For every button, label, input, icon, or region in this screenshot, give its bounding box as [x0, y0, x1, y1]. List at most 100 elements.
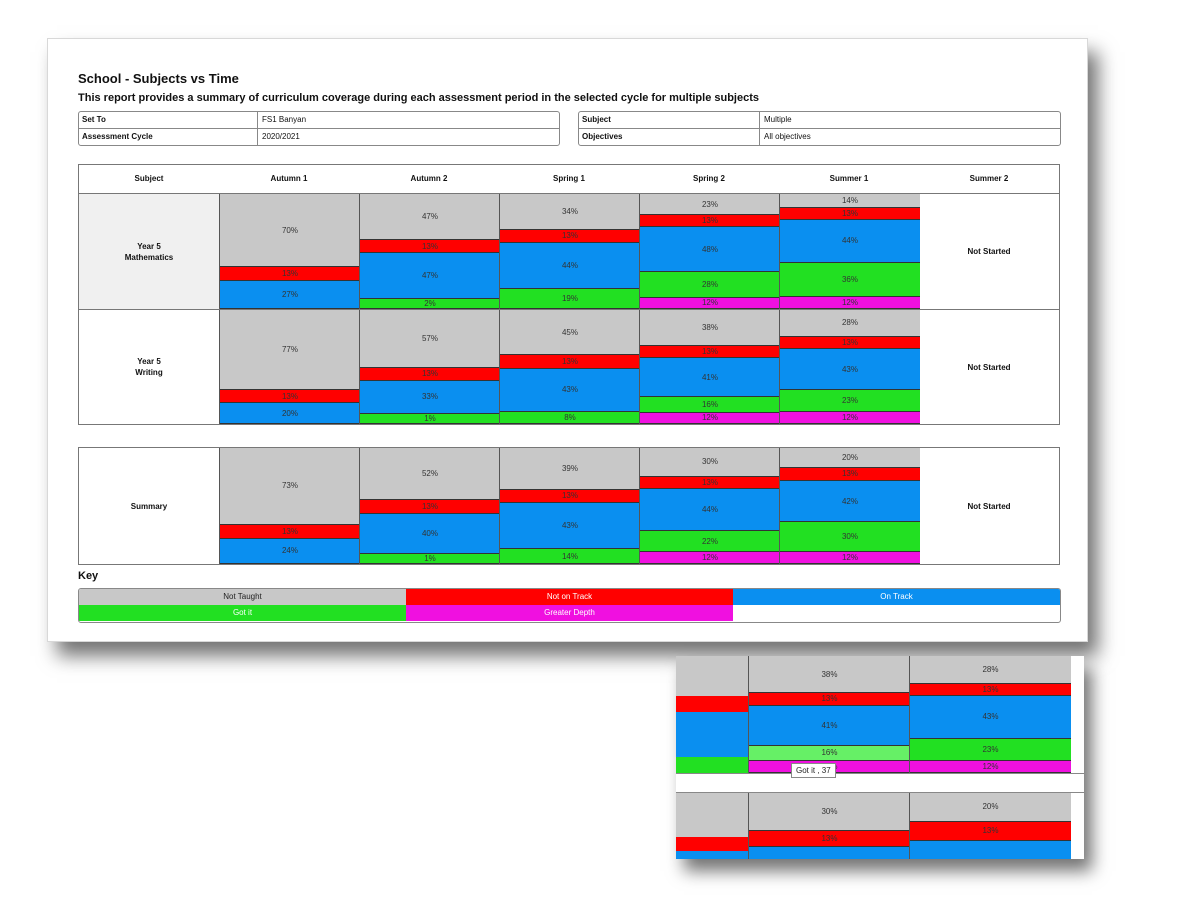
inset-bottom-1-on-track-segment[interactable]: 43% — [910, 840, 1071, 859]
writing-summer-1-not-taught-segment[interactable]: 28% — [780, 310, 920, 337]
subject-value: Multiple — [764, 115, 792, 124]
summary-spring-2-got-it-value: 22% — [701, 536, 718, 546]
inset-top-1-not-on-track-segment[interactable]: 13% — [910, 683, 1071, 697]
summary-spring-2-greater-depth-segment[interactable]: 12% — [640, 552, 780, 564]
inset-top-1-not-taught-value: 28% — [982, 664, 999, 674]
mathematics-autumn-1-not-on-track-segment[interactable]: 13% — [220, 267, 360, 281]
filter-box-right: Subject Multiple Objectives All objectiv… — [578, 111, 1061, 146]
inset-bottom-0-not-taught-segment[interactable]: 30% — [749, 793, 910, 831]
inset-top-1-greater-depth-value: 12% — [982, 762, 999, 772]
mathematics-autumn-2-got-it-segment[interactable]: 2% — [360, 299, 500, 309]
writing-spring-1-not-taught-segment[interactable]: 45% — [500, 310, 640, 356]
inset-top-0-column: 38%13%41%16%12% — [748, 656, 910, 773]
writing-autumn-2-on-track-value: 33% — [421, 392, 438, 402]
summary-autumn-2-got-it-segment[interactable]: 1% — [360, 553, 500, 564]
mathematics-summer-1-not-on-track-segment[interactable]: 13% — [780, 207, 920, 221]
summary-spring-1-on-track-segment[interactable]: 43% — [500, 503, 640, 550]
mathematics-summer-1-not-taught-segment[interactable]: 14% — [780, 194, 920, 208]
writing-autumn-2-not-taught-segment[interactable]: 57% — [360, 310, 500, 368]
mathematics-autumn-1-on-track-segment[interactable]: 27% — [220, 280, 360, 309]
mathematics-spring-2-not-on-track-segment[interactable]: 13% — [640, 215, 780, 228]
summary-summer-1-on-track-segment[interactable]: 42% — [780, 480, 920, 523]
inset-top-1-on-track-segment[interactable]: 43% — [910, 696, 1071, 739]
summary-autumn-2-not-on-track-segment[interactable]: 13% — [360, 500, 500, 514]
mathematics-spring-2-greater-depth-segment[interactable]: 12% — [640, 297, 780, 309]
mathematics-spring-1-not-on-track-segment[interactable]: 13% — [500, 229, 640, 244]
summary-summer-1-got-it-segment[interactable]: 30% — [780, 522, 920, 553]
writing-spring-2-not-taught-value: 38% — [701, 323, 718, 333]
writing-summer-1-not-on-track-value: 13% — [841, 338, 858, 348]
writing-summer-1-on-track-segment[interactable]: 43% — [780, 349, 920, 391]
summary-spring-2-on-track-segment[interactable]: 44% — [640, 489, 780, 532]
mathematics-summer-1-on-track-segment[interactable]: 44% — [780, 220, 920, 263]
writing-autumn-2-got-it-value: 1% — [424, 413, 436, 423]
summary-spring-1-not-on-track-segment[interactable]: 13% — [500, 489, 640, 504]
writing-spring-2-greater-depth-segment[interactable]: 12% — [640, 412, 780, 424]
writing-autumn-1-not-taught-value: 77% — [281, 344, 298, 354]
writing-autumn-2-not-on-track-segment[interactable]: 13% — [360, 367, 500, 381]
mathematics-autumn-2-not-on-track-segment[interactable]: 13% — [360, 240, 500, 253]
writing-autumn-1-not-taught-segment[interactable]: 77% — [220, 310, 360, 390]
summary-autumn-2-on-track-segment[interactable]: 40% — [360, 513, 500, 554]
mathematics-autumn-1-column: 70% 13% 27% — [219, 194, 360, 309]
summary-summer-1-not-on-track-segment[interactable]: 13% — [780, 467, 920, 481]
writing-spring-2-not-taught-segment[interactable]: 38% — [640, 310, 780, 347]
summary-autumn-1-not-on-track-value: 13% — [281, 526, 298, 536]
writing-summer-1-got-it-value: 23% — [841, 396, 858, 406]
mathematics-spring-2-not-taught-segment[interactable]: 23% — [640, 194, 780, 216]
inset-top-1-got-it-segment[interactable]: 23% — [910, 738, 1071, 762]
writing-autumn-2-got-it-segment[interactable]: 1% — [360, 413, 500, 424]
summary-spring-1-got-it-segment[interactable]: 14% — [500, 549, 640, 564]
writing-spring-1-not-on-track-segment[interactable]: 13% — [500, 355, 640, 369]
inset-top-0-got-it-segment[interactable]: 16% — [749, 745, 910, 762]
mathematics-spring-1-on-track-segment[interactable]: 44% — [500, 243, 640, 290]
mathematics-summer-1-got-it-segment[interactable]: 36% — [780, 262, 920, 298]
key-greater-depth: Greater Depth — [406, 605, 733, 621]
mathematics-spring-1-got-it-segment[interactable]: 19% — [500, 289, 640, 309]
inset-top-0-not-taught-segment[interactable]: 38% — [749, 656, 910, 694]
writing-autumn-1-on-track-segment[interactable]: 20% — [220, 403, 360, 424]
mathematics-summer-1-not-taught-value: 14% — [841, 195, 858, 205]
inset-bottom-1-not-taught-segment[interactable]: 20% — [910, 793, 1071, 822]
inset-bottom-1-not-on-track-segment[interactable]: 13% — [910, 821, 1071, 841]
inset-top-1-not-taught-segment[interactable]: 28% — [910, 656, 1071, 684]
summary-summer-1-greater-depth-segment[interactable]: 12% — [780, 552, 920, 564]
inset-top-0-on-track-segment[interactable]: 41% — [749, 705, 910, 746]
summary-spring-2-got-it-segment[interactable]: 22% — [640, 531, 780, 553]
inset-bottom-0-on-track-segment[interactable]: 44% — [749, 847, 910, 859]
summary-summer-1-not-taught-segment[interactable]: 20% — [780, 448, 920, 468]
writing-spring-2-got-it-segment[interactable]: 16% — [640, 397, 780, 413]
writing-spring-2-on-track-segment[interactable]: 41% — [640, 358, 780, 398]
writing-autumn-2-on-track-segment[interactable]: 33% — [360, 380, 500, 414]
writing-spring-1-got-it-segment[interactable]: 8% — [500, 411, 640, 424]
inset-left-red-2 — [676, 837, 748, 851]
inset-top-1-greater-depth-segment[interactable]: 12% — [910, 761, 1071, 773]
summary-spring-1-not-taught-segment[interactable]: 39% — [500, 448, 640, 490]
writing-autumn-1-on-track-value: 20% — [281, 408, 298, 418]
summary-autumn-1-not-on-track-segment[interactable]: 13% — [220, 524, 360, 539]
summary-autumn-1-not-taught-segment[interactable]: 73% — [220, 448, 360, 525]
summary-autumn-1-on-track-segment[interactable]: 24% — [220, 538, 360, 564]
mathematics-spring-2-got-it-segment[interactable]: 28% — [640, 271, 780, 298]
mathematics-autumn-2-not-taught-segment[interactable]: 47% — [360, 194, 500, 241]
writing-spring-1-on-track-segment[interactable]: 43% — [500, 368, 640, 412]
summary-autumn-2-not-taught-segment[interactable]: 52% — [360, 448, 500, 501]
writing-autumn-1-not-on-track-segment[interactable]: 13% — [220, 389, 360, 404]
objectives-row: Objectives All objectives — [579, 128, 1060, 145]
summary-spring-2-not-taught-segment[interactable]: 30% — [640, 448, 780, 477]
mathematics-spring-1-not-taught-segment[interactable]: 34% — [500, 194, 640, 230]
mathematics-autumn-2-not-taught-value: 47% — [421, 212, 438, 222]
inset-bottom-0-not-on-track-segment[interactable]: 13% — [749, 830, 910, 848]
writing-summer-1-not-on-track-segment[interactable]: 13% — [780, 336, 920, 350]
summary-spring-2-not-on-track-segment[interactable]: 13% — [640, 476, 780, 490]
mathematics-autumn-2-on-track-segment[interactable]: 47% — [360, 252, 500, 300]
mathematics-autumn-1-not-taught-segment[interactable]: 70% — [220, 194, 360, 268]
inset-top-0-not-on-track-segment[interactable]: 13% — [749, 693, 910, 706]
writing-summer-1-greater-depth-segment[interactable]: 12% — [780, 412, 920, 424]
inset-top-0-got-it-value: 16% — [821, 748, 838, 758]
mathematics-summer-1-greater-depth-segment[interactable]: 12% — [780, 297, 920, 309]
writing-summer-1-got-it-segment[interactable]: 23% — [780, 390, 920, 413]
mathematics-spring-2-on-track-segment[interactable]: 48% — [640, 227, 780, 272]
inset-left-green — [676, 757, 748, 773]
writing-spring-2-not-on-track-segment[interactable]: 13% — [640, 346, 780, 359]
